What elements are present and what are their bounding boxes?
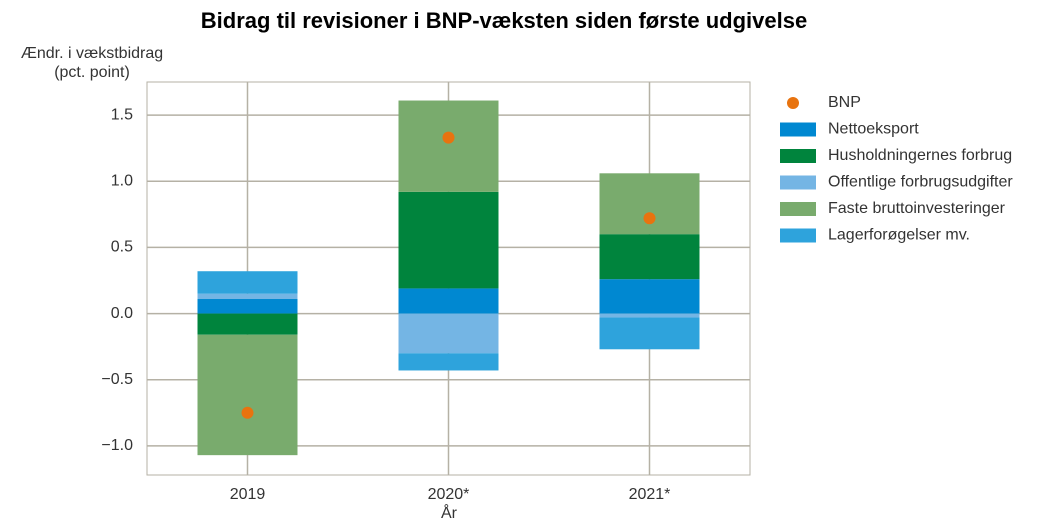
y-axis-label: (pct. point) — [54, 64, 130, 81]
bar-segment — [398, 100, 499, 192]
legend-swatch — [780, 202, 816, 216]
marker — [442, 131, 455, 144]
legend-swatch — [780, 149, 816, 163]
bar-segment — [197, 293, 298, 300]
bar-segment — [197, 271, 298, 294]
bar-segment — [599, 317, 700, 350]
y-axis-label: Ændr. i vækstbidrag — [21, 45, 163, 62]
marker — [241, 406, 254, 419]
x-tick-label: 2021* — [629, 486, 671, 503]
bar-segment — [398, 313, 499, 354]
y-tick-label: 1.5 — [111, 106, 133, 123]
bar-segment — [197, 313, 298, 335]
x-axis-label: År — [441, 503, 458, 522]
y-tick-label: 1.0 — [111, 172, 133, 189]
legend-swatch — [780, 122, 816, 137]
y-tick-label: −0.5 — [101, 371, 133, 388]
legend-label: Offentlige forbrugsudgifter — [828, 174, 1013, 191]
x-tick-label: 2020* — [428, 486, 470, 503]
legend-label: BNP — [828, 94, 861, 111]
y-tick-label: 0.0 — [111, 305, 133, 322]
marker — [643, 212, 656, 225]
bar-segment — [197, 334, 298, 456]
bar-segment — [599, 234, 700, 280]
bar-segment — [398, 353, 499, 371]
legend-swatch — [780, 228, 816, 243]
bar-segment — [599, 173, 700, 235]
x-tick-label: 2019 — [230, 486, 266, 503]
bar-segment — [398, 288, 499, 314]
chart-title: Bidrag til revisioner i BNP-væksten side… — [201, 8, 807, 33]
y-tick-label: −1.0 — [101, 437, 133, 454]
bar-segment — [599, 279, 700, 314]
bar-segment — [398, 191, 499, 289]
legend-label: Faste bruttoinvesteringer — [828, 200, 1006, 217]
bar-segment — [599, 313, 700, 318]
legend-label: Husholdningernes forbrug — [828, 147, 1012, 164]
legend-label: Lagerforøgelser mv. — [828, 227, 970, 244]
legend-marker — [787, 97, 799, 109]
bar-segment — [197, 299, 298, 314]
legend-label: Nettoeksport — [828, 121, 919, 138]
legend-swatch — [780, 175, 816, 190]
y-tick-label: 0.5 — [111, 239, 133, 256]
